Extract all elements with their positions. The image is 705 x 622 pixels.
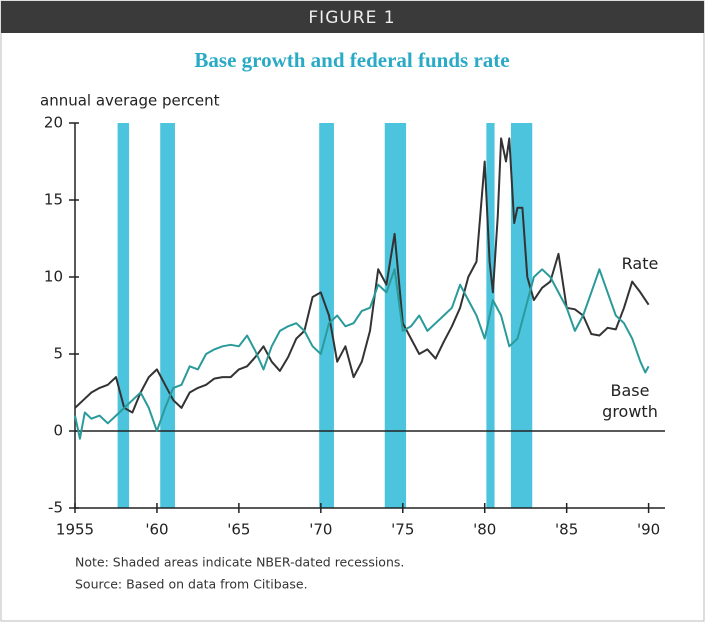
y-axis-label: annual average percent: [40, 92, 220, 110]
y-tick-label: 10: [44, 268, 63, 286]
x-tick-label: '80: [473, 521, 496, 539]
x-tick-label: '70: [309, 521, 332, 539]
note: Note: Shaded areas indicate NBER-dated r…: [75, 555, 404, 570]
y-tick-label: 5: [53, 345, 63, 363]
x-tick-label: '60: [145, 521, 168, 539]
recession-band: [117, 123, 130, 508]
recession-band: [510, 123, 533, 508]
y-tick-label: 15: [44, 191, 63, 209]
note: Source: Based on data from Citibase.: [75, 577, 308, 592]
recession-band: [160, 123, 175, 508]
chart-title: Base growth and federal funds rate: [194, 48, 509, 72]
series-label: Base growth: [602, 381, 658, 421]
header: FIGURE 1: [308, 8, 395, 28]
series-line: [74, 137, 650, 414]
series-line: [74, 268, 650, 440]
x-tick-label: '75: [391, 521, 414, 539]
x-tick-label: '90: [637, 521, 660, 539]
x-tick-label: '65: [227, 521, 250, 539]
x-tick-label: '85: [555, 521, 578, 539]
recession-band: [384, 123, 407, 508]
recession-band: [319, 123, 334, 508]
series-label: Rate: [621, 254, 659, 273]
x-tick-label: 1955: [56, 521, 94, 539]
header-bar: [1, 1, 704, 33]
y-tick-label: 20: [44, 114, 63, 132]
y-tick-label: -5: [48, 499, 63, 517]
y-tick-label: 0: [53, 422, 63, 440]
